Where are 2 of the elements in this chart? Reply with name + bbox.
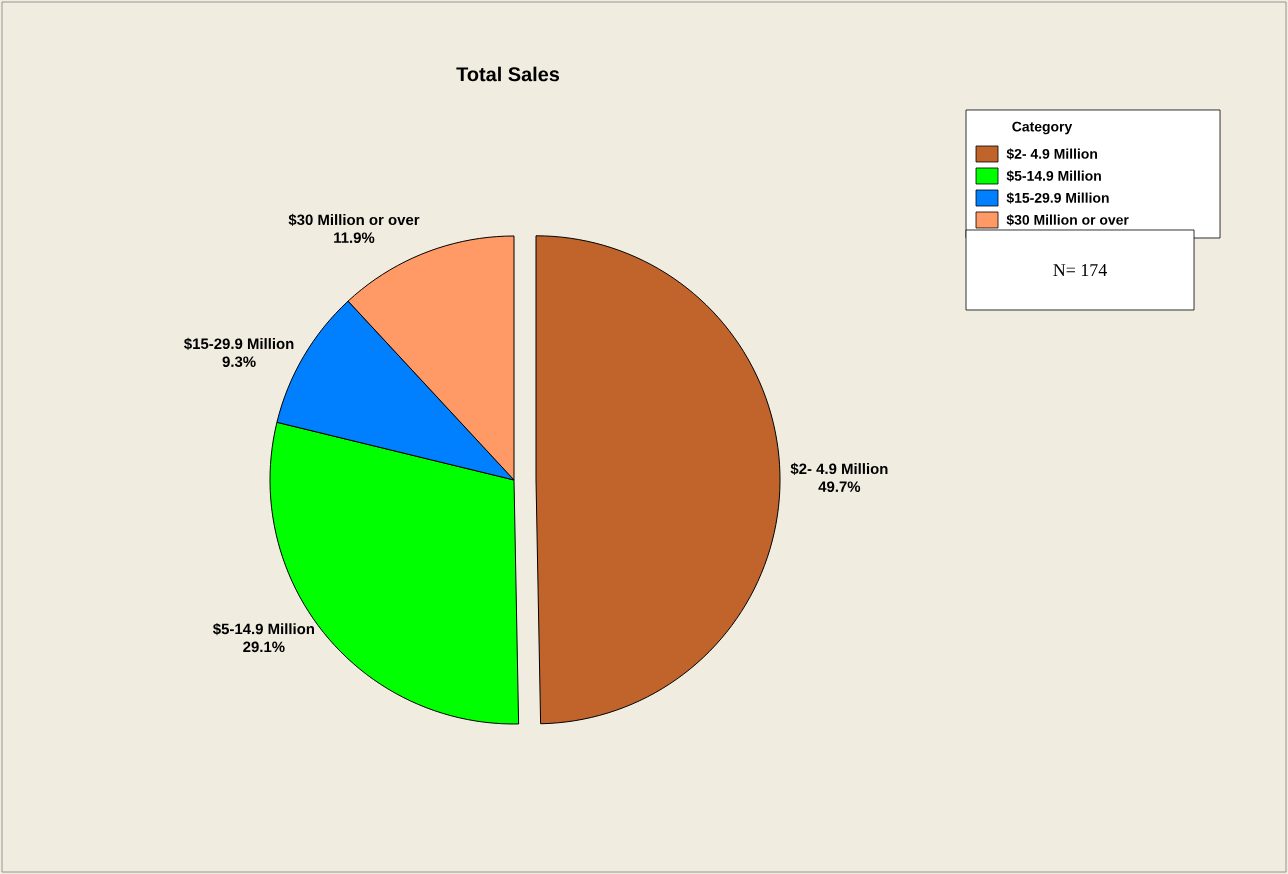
chart-title: Total Sales	[456, 66, 560, 82]
text: N= 174	[1053, 264, 1107, 276]
